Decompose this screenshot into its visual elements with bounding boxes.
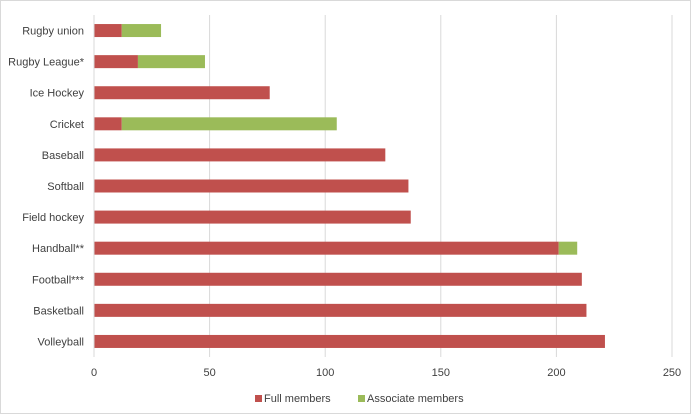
bar-associate-members (558, 241, 578, 255)
x-tick-label: 100 (316, 367, 334, 379)
y-category-label: Volleyball (38, 336, 84, 348)
bar-full-members (94, 148, 386, 162)
x-tick-label: 50 (203, 367, 215, 379)
x-tick-label: 0 (91, 367, 97, 379)
bar-full-members (94, 241, 559, 255)
legend-label: Associate members (367, 393, 464, 405)
y-category-label: Ice Hockey (30, 88, 85, 100)
y-category-label: Rugby union (22, 26, 84, 38)
bar-full-members (94, 179, 409, 193)
axis: 0 50 100 150 200 250 Rugby union Rugby League* I… (8, 15, 681, 379)
legend-label: Full members (264, 393, 331, 405)
bar-full-members (94, 210, 411, 224)
bar-full-members (94, 334, 605, 348)
y-category-label: Softball (47, 181, 84, 193)
bar-associate-members (137, 55, 205, 69)
legend-swatch (358, 395, 365, 402)
y-category-label: Basketball (33, 305, 84, 317)
bar-associate-members (121, 24, 162, 38)
bar-full-members (94, 86, 270, 100)
bar-full-members (94, 55, 138, 69)
bar-associate-members (121, 117, 337, 131)
bars (94, 24, 605, 348)
bar-full-members (94, 24, 122, 38)
y-category-label: Field hockey (22, 212, 84, 224)
y-category-label: Baseball (42, 150, 84, 162)
bar-full-members (94, 303, 587, 317)
y-category-label: Football*** (32, 274, 85, 286)
legend-swatch (255, 395, 262, 402)
x-tick-label: 150 (432, 367, 450, 379)
x-tick-label: 200 (547, 367, 565, 379)
bar-full-members (94, 272, 582, 286)
y-category-label: Cricket (50, 119, 84, 131)
bar-full-members (94, 117, 122, 131)
legend: Full members Associate members (255, 393, 464, 405)
x-tick-label: 250 (663, 367, 681, 379)
y-category-label: Handball** (32, 243, 85, 255)
y-category-label: Rugby League* (8, 57, 85, 69)
